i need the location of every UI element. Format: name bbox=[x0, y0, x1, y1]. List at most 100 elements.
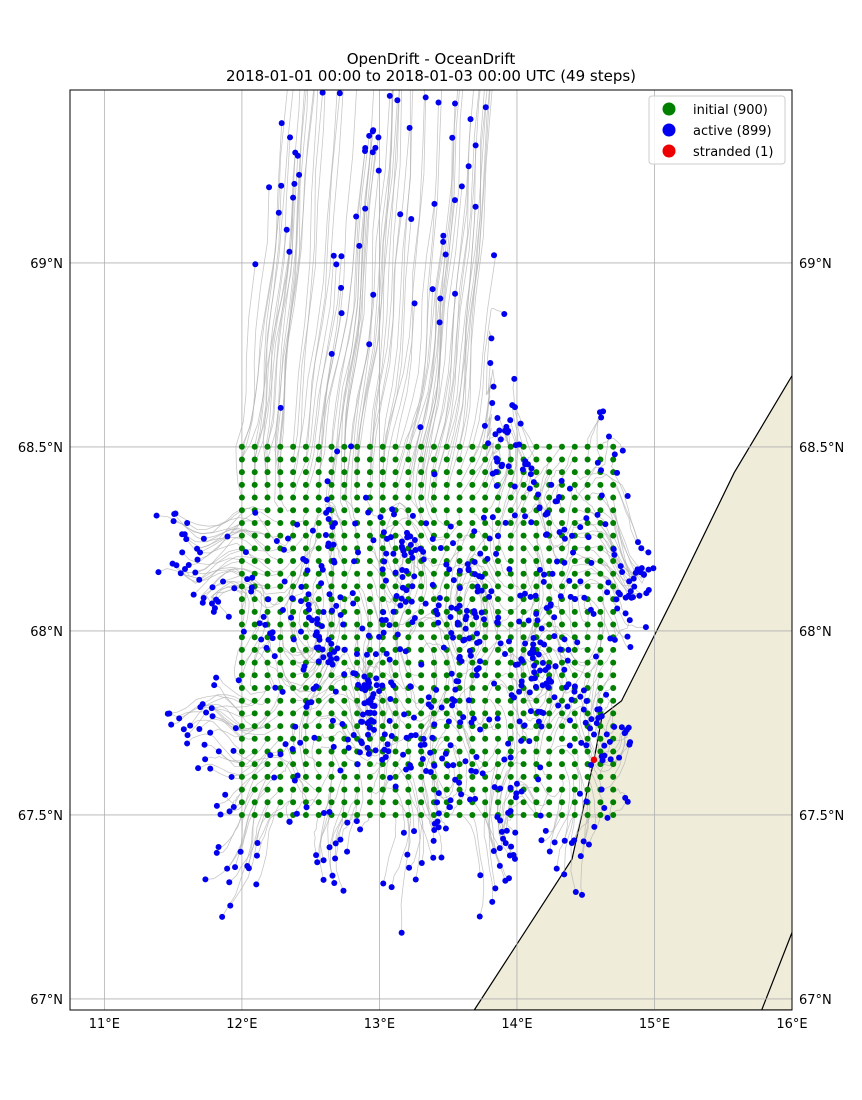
trajectory-line bbox=[279, 90, 315, 473]
initial-point bbox=[558, 469, 565, 476]
active-point bbox=[611, 636, 618, 643]
initial-point bbox=[430, 811, 437, 818]
initial-point bbox=[597, 570, 604, 577]
initial-point bbox=[418, 519, 425, 526]
initial-point bbox=[456, 507, 463, 514]
trajectory-line bbox=[446, 206, 476, 498]
initial-point bbox=[290, 456, 297, 463]
initial-point bbox=[251, 646, 258, 653]
initial-point bbox=[418, 494, 425, 501]
initial-point bbox=[392, 532, 399, 539]
active-point bbox=[395, 12, 401, 18]
active-point bbox=[610, 546, 617, 553]
active-point bbox=[190, 591, 197, 598]
trajectory-line bbox=[474, 573, 499, 638]
active-point bbox=[314, 616, 321, 623]
initial-point bbox=[546, 558, 553, 565]
active-point bbox=[496, 427, 503, 434]
initial-point bbox=[302, 773, 309, 780]
initial-point bbox=[430, 773, 437, 780]
trajectory-line bbox=[204, 751, 255, 762]
active-point bbox=[406, 864, 413, 871]
initial-point bbox=[520, 761, 527, 768]
initial-point bbox=[520, 532, 527, 539]
trajectory-line bbox=[459, 90, 485, 460]
trajectory-line bbox=[318, 216, 357, 460]
active-point bbox=[622, 610, 629, 617]
initial-point bbox=[533, 456, 540, 463]
initial-point bbox=[405, 659, 412, 666]
initial-point bbox=[469, 443, 476, 450]
active-point bbox=[594, 706, 601, 713]
initial-point bbox=[251, 799, 258, 806]
initial-point bbox=[328, 621, 335, 628]
active-point bbox=[394, 631, 401, 638]
trajectory-line bbox=[481, 576, 499, 600]
initial-point bbox=[469, 583, 476, 590]
initial-point bbox=[366, 659, 373, 666]
trajectory-line bbox=[345, 344, 370, 511]
active-point bbox=[211, 682, 218, 689]
active-point bbox=[388, 679, 395, 686]
initial-point bbox=[520, 773, 527, 780]
active-point bbox=[456, 779, 463, 786]
initial-point bbox=[507, 570, 514, 577]
trajectory-line bbox=[343, 675, 355, 735]
active-point bbox=[402, 648, 409, 655]
initial-point bbox=[507, 456, 514, 463]
trajectory-line bbox=[279, 657, 324, 686]
initial-point bbox=[584, 583, 591, 590]
initial-point bbox=[290, 799, 297, 806]
active-point bbox=[356, 749, 363, 756]
active-point bbox=[495, 614, 502, 621]
initial-point bbox=[277, 532, 284, 539]
initial-point bbox=[264, 558, 271, 565]
active-point bbox=[457, 719, 464, 726]
initial-point bbox=[571, 735, 578, 742]
initial-point bbox=[290, 608, 297, 615]
trajectory-line bbox=[356, 586, 370, 655]
initial-point bbox=[302, 443, 309, 450]
initial-point bbox=[366, 621, 373, 628]
initial-point bbox=[405, 748, 412, 755]
trajectory-line bbox=[199, 718, 255, 731]
trajectory-line bbox=[448, 721, 473, 765]
active-point bbox=[569, 532, 576, 539]
active-point bbox=[445, 718, 452, 725]
trajectory-line bbox=[306, 764, 332, 808]
initial-point bbox=[494, 596, 501, 603]
active-point bbox=[364, 744, 371, 751]
active-point bbox=[593, 653, 600, 660]
trajectory-line bbox=[356, 734, 386, 762]
active-point bbox=[237, 848, 244, 855]
trajectory-line bbox=[516, 780, 537, 816]
trajectory-line bbox=[567, 660, 601, 674]
initial-point bbox=[302, 786, 309, 793]
initial-point bbox=[251, 786, 258, 793]
initial-point bbox=[238, 811, 245, 818]
active-point bbox=[394, 97, 401, 104]
initial-point bbox=[354, 608, 361, 615]
initial-point bbox=[354, 532, 361, 539]
initial-point bbox=[571, 646, 578, 653]
initial-point bbox=[507, 761, 514, 768]
initial-point bbox=[456, 811, 463, 818]
initial-point bbox=[315, 494, 322, 501]
initial-point bbox=[546, 723, 553, 730]
active-point bbox=[203, 709, 210, 716]
initial-point bbox=[315, 761, 322, 768]
active-point bbox=[556, 529, 563, 536]
active-point bbox=[278, 182, 285, 189]
initial-point bbox=[251, 735, 258, 742]
active-point bbox=[328, 640, 335, 647]
initial-point bbox=[238, 507, 245, 514]
initial-point bbox=[341, 811, 348, 818]
initial-point bbox=[405, 634, 412, 641]
initial-point bbox=[379, 507, 386, 514]
active-point bbox=[279, 688, 286, 695]
active-point bbox=[337, 836, 344, 843]
trajectory-line bbox=[254, 183, 295, 485]
active-point bbox=[411, 828, 418, 835]
initial-point bbox=[494, 507, 501, 514]
active-point bbox=[485, 440, 492, 447]
